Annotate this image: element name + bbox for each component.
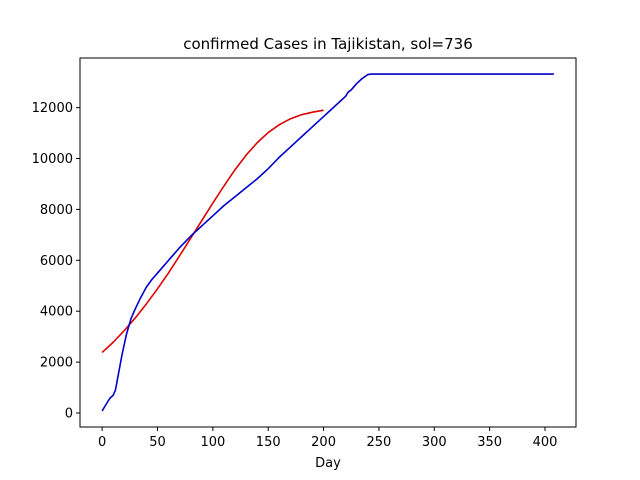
plot-frame	[79, 57, 577, 428]
x-tick-label-4: 200	[311, 435, 336, 450]
x-tick-label-5: 250	[367, 435, 392, 450]
y-tick-label-0: 0	[65, 407, 73, 422]
x-tick-label-2: 100	[200, 435, 225, 450]
x-axis-label: Day	[315, 456, 341, 471]
series-line-0	[101, 109, 324, 354]
x-tick-label-8: 400	[533, 435, 558, 450]
y-tick-label-1: 2000	[40, 356, 73, 371]
y-tick-label-5: 10000	[32, 152, 73, 167]
x-tick-label-7: 350	[477, 435, 502, 450]
x-tick-label-6: 300	[422, 435, 447, 450]
x-tick-label-3: 150	[256, 435, 281, 450]
chart-title: confirmed Cases in Tajikistan, sol=736	[183, 35, 473, 53]
x-axis: 0 50 100 150 200 250 300 350 400	[98, 427, 557, 450]
y-tick-label-6: 12000	[32, 101, 73, 116]
x-tick-label-0: 0	[98, 435, 106, 450]
x-tick-label-1: 50	[149, 435, 166, 450]
y-tick-label-3: 6000	[40, 254, 73, 269]
series-line-1	[101, 73, 554, 412]
y-tick-label-2: 4000	[40, 305, 73, 320]
y-axis: 0 2000 4000 6000 8000 10000 12000	[32, 101, 80, 422]
y-tick-label-4: 8000	[40, 203, 73, 218]
series-layer	[101, 73, 554, 412]
